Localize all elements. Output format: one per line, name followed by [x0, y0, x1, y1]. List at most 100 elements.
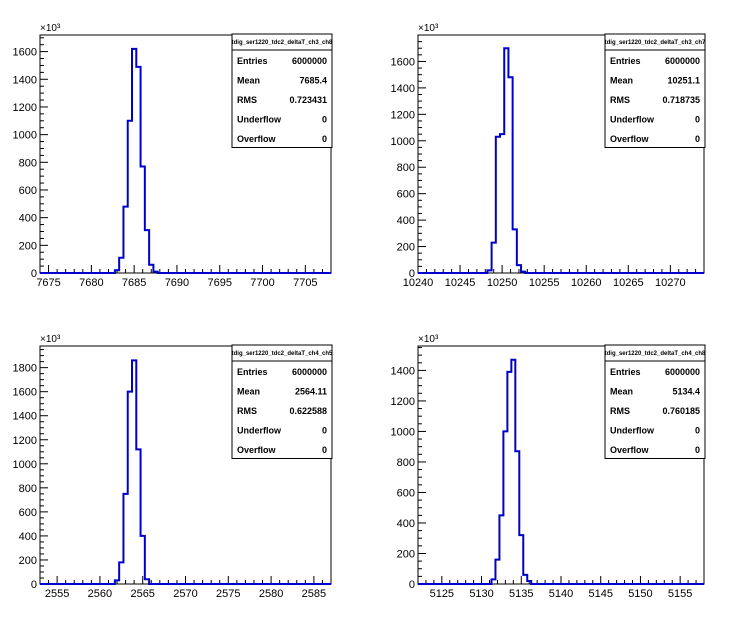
- histogram-panel-3: 0 200 400 600 800 1000 1200 1400 1600 1800 2555 256…: [13, 334, 334, 600]
- y-tick-label: 1400: [13, 74, 37, 86]
- y-tick-label: 1400: [391, 83, 415, 95]
- stats-label: Overflow: [237, 134, 277, 144]
- y-tick-label: 1200: [13, 102, 37, 114]
- y-tick-label: 1600: [13, 47, 37, 59]
- y-tick-label: 1000: [391, 426, 415, 438]
- stats-label: Entries: [237, 56, 268, 66]
- x-tick-label: 5125: [430, 588, 454, 600]
- y-axis-exponent-label: ×10³: [418, 23, 439, 34]
- stats-value: 0: [695, 115, 700, 125]
- histogram-bin: [495, 560, 499, 584]
- y-tick-label: 800: [19, 483, 37, 495]
- y-axis-exponent-label: ×10³: [40, 334, 61, 345]
- y-axis-exponent-label: ×10³: [418, 334, 439, 345]
- histogram-panel-1: 0 200 400 600 800 1000 1200 1400 1600 7675 7680 768…: [13, 23, 334, 289]
- stats-label: Underflow: [610, 115, 655, 125]
- y-tick-label: 800: [19, 157, 37, 169]
- y-tick-label: 1200: [391, 109, 415, 121]
- histogram-bin: [508, 77, 512, 273]
- stats-value: 0.760185: [662, 406, 700, 416]
- y-tick-label: 800: [397, 162, 415, 174]
- stats-label: Underflow: [237, 115, 282, 125]
- histogram-bin: [499, 515, 503, 584]
- histogram-bin: [504, 48, 508, 273]
- stats-label: Mean: [237, 76, 260, 86]
- histogram-outline: [40, 359, 331, 585]
- stats-value: 6000000: [292, 367, 327, 377]
- y-tick-label: 1400: [13, 411, 37, 423]
- y-tick-label: 1400: [391, 365, 415, 377]
- x-tick-label: 2575: [216, 588, 240, 600]
- x-tick-label: 5130: [469, 588, 493, 600]
- stats-value: 0: [322, 426, 327, 436]
- x-tick-label: 10245: [445, 277, 476, 289]
- y-tick-label: 400: [397, 518, 415, 530]
- y-tick-label: 400: [397, 215, 415, 227]
- stats-label: Mean: [610, 76, 633, 86]
- histogram-bin: [141, 166, 145, 273]
- stats-value: 0: [322, 445, 327, 455]
- histogram-bin: [523, 575, 527, 584]
- stats-box: tdig_ser1220_tdc2_deltaT_ch3_ch7 Entries 6…: [604, 33, 706, 148]
- x-tick-label: 2560: [88, 588, 112, 600]
- stats-box: tdig_ser1220_tdc2_deltaT_ch4_ch8 Entries 6…: [604, 344, 706, 459]
- histogram-bin: [149, 265, 153, 273]
- stats-box-border: [604, 33, 706, 148]
- stats-label: Mean: [610, 387, 633, 397]
- y-tick-label: 1600: [13, 387, 37, 399]
- y-tick-label: 600: [19, 185, 37, 197]
- histogram-bin: [115, 270, 119, 273]
- y-tick-label: 200: [19, 240, 37, 252]
- stats-value: 0.723431: [289, 95, 327, 105]
- histogram-bin: [511, 360, 515, 584]
- stats-value: 7685.4: [299, 76, 327, 86]
- histogram-bin: [128, 121, 132, 273]
- y-tick-label: 600: [397, 487, 415, 499]
- x-tick-label: 5145: [588, 588, 612, 600]
- y-tick-label: 200: [397, 548, 415, 560]
- stats-title: tdig_ser1220_tdc2_deltaT_ch3_ch8: [232, 40, 333, 46]
- histogram-bin: [153, 272, 157, 273]
- x-tick-label: 2585: [302, 588, 326, 600]
- histogram-bin: [132, 360, 136, 584]
- y-tick-label: 1000: [391, 136, 415, 148]
- histogram-bin: [487, 270, 491, 273]
- histogram-bin: [503, 431, 507, 584]
- histogram-bin: [507, 372, 511, 584]
- stats-box-border: [604, 344, 706, 459]
- x-tick-label: 2580: [259, 588, 283, 600]
- x-tick-label: 7705: [293, 277, 317, 289]
- y-tick-label: 1000: [13, 130, 37, 142]
- histogram-bin: [521, 272, 525, 273]
- histogram-bin: [500, 134, 504, 273]
- stats-label: Underflow: [237, 426, 282, 436]
- y-tick-label: 200: [397, 242, 415, 254]
- x-tick-label: 10270: [655, 277, 686, 289]
- stats-value: 0.718735: [662, 95, 700, 105]
- stats-box: tdig_ser1220_tdc2_deltaT_ch4_ch5 Entries 6…: [231, 344, 333, 459]
- stats-box: tdig_ser1220_tdc2_deltaT_ch3_ch8 Entries 6…: [231, 33, 333, 148]
- stats-value: 0: [695, 445, 700, 455]
- x-tick-label: 10255: [529, 277, 560, 289]
- y-tick-label: 1200: [391, 396, 415, 408]
- histogram-bin: [132, 49, 136, 273]
- histogram-bin: [145, 579, 149, 584]
- stats-value: 2564.11: [295, 387, 327, 397]
- stats-title: tdig_ser1220_tdc2_deltaT_ch3_ch7: [605, 40, 706, 46]
- histogram-bin: [136, 67, 140, 273]
- stats-value: 0: [322, 134, 327, 144]
- stats-value: 5134.4: [672, 387, 700, 397]
- histogram-outline: [418, 47, 704, 274]
- histogram-panel-4: 0 200 400 600 800 1000 1200 1400 5125 5130 5135 514…: [391, 334, 707, 600]
- x-tick-label: 7685: [122, 277, 146, 289]
- stats-label: Mean: [237, 387, 260, 397]
- histogram-bin: [513, 229, 517, 273]
- histogram-panel-2: 0 200 400 600 800 1000 1200 1400 1600 10240 10245 1…: [391, 23, 707, 289]
- histogram-bin: [517, 265, 521, 273]
- histogram-bin: [519, 535, 523, 584]
- y-tick-label: 400: [19, 213, 37, 225]
- y-tick-label: 0: [31, 268, 37, 280]
- histogram-bin: [119, 562, 123, 584]
- stats-label: Entries: [610, 56, 641, 66]
